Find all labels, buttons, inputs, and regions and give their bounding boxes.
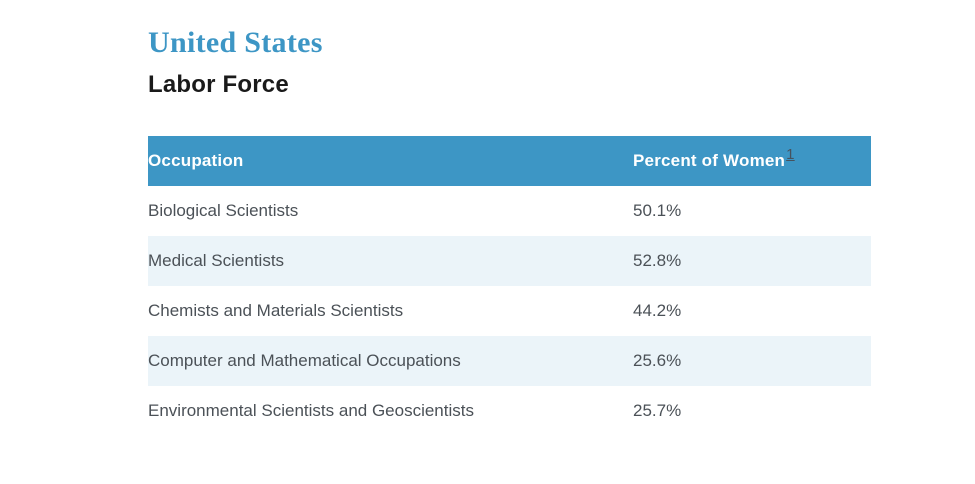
footnote-1-link[interactable]: 1 [786, 146, 795, 164]
percent-cell: 25.7% [633, 401, 682, 420]
column-header-occupation: Occupation [148, 136, 633, 186]
table-row: Biological Scientists 50.1% [148, 186, 871, 236]
table-row: Medical Scientists 52.8% [148, 236, 871, 286]
column-header-percent-label: Percent of Women [633, 151, 786, 170]
table-row: Environmental Scientists and Geoscientis… [148, 386, 871, 436]
percent-cell: 50.1% [633, 201, 682, 220]
table-row: Computer and Mathematical Occupations 25… [148, 336, 871, 386]
labor-force-table: Occupation Percent of Women1 Biological … [148, 136, 871, 436]
table-header-row: Occupation Percent of Women1 [148, 136, 871, 186]
occupation-cell: Computer and Mathematical Occupations [148, 351, 461, 370]
table-header: Occupation Percent of Women1 [148, 136, 871, 186]
percent-cell: 25.6% [633, 351, 682, 370]
table-body: Biological Scientists 50.1% Medical Scie… [148, 186, 871, 436]
occupation-cell: Chemists and Materials Scientists [148, 301, 404, 320]
page-title: United States [148, 26, 323, 59]
percent-cell: 52.8% [633, 251, 682, 270]
occupation-cell: Biological Scientists [148, 201, 299, 220]
occupation-cell: Environmental Scientists and Geoscientis… [148, 401, 474, 420]
page-subtitle: Labor Force [148, 71, 289, 98]
table-row: Chemists and Materials Scientists 44.2% [148, 286, 871, 336]
occupation-cell: Medical Scientists [148, 251, 285, 270]
column-header-percent-of-women: Percent of Women1 [633, 136, 871, 186]
percent-cell: 44.2% [633, 301, 682, 320]
page-content: United States Labor Force Occupation Per… [148, 26, 871, 436]
column-header-occupation-label: Occupation [148, 151, 244, 170]
